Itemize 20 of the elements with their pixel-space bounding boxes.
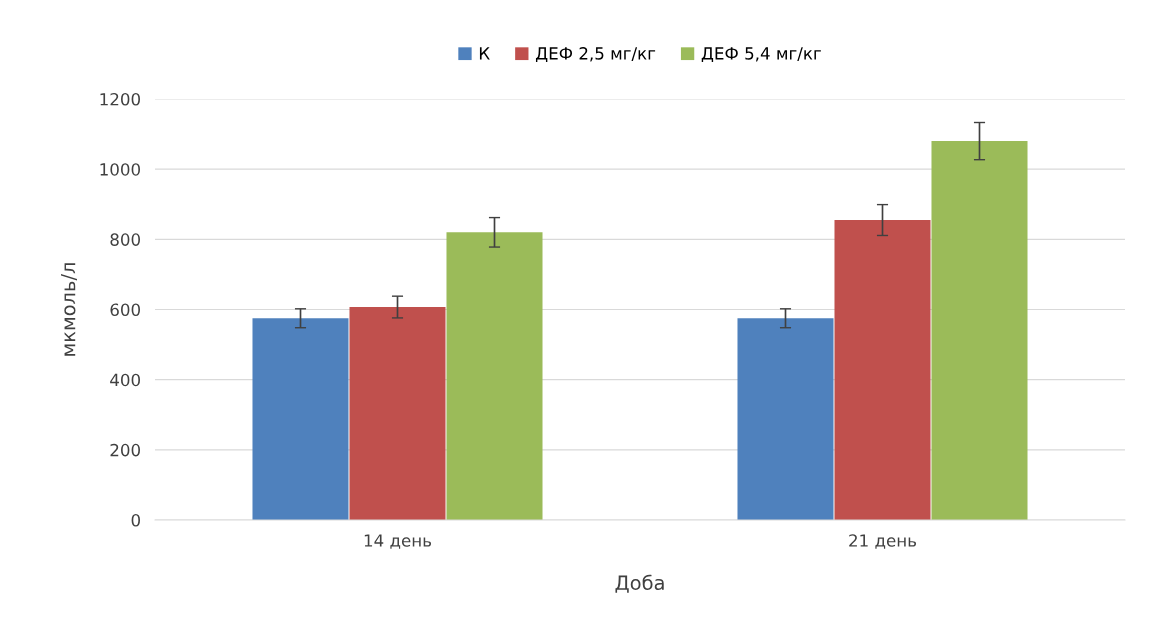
y-tick-label: 400	[110, 373, 140, 387]
y-tick-label: 0	[131, 513, 140, 527]
bar	[737, 318, 834, 520]
x-tick-label: 21 день	[849, 534, 917, 549]
y-tick-label: 1200	[100, 92, 140, 106]
x-axis-title: Доба	[615, 574, 664, 593]
y-axis-title: мкмоль/л	[61, 263, 78, 356]
legend-label: ДЕФ 5,4 мг/кг	[701, 47, 821, 63]
bar	[931, 141, 1028, 520]
bar	[446, 232, 543, 520]
y-tick-label: 1000	[100, 163, 140, 176]
y-tick-label: 600	[110, 303, 140, 317]
y-tick-label: 200	[110, 443, 140, 457]
bar	[252, 318, 349, 520]
y-tick-label: 800	[110, 233, 140, 246]
bar	[834, 220, 931, 520]
legend-label: ДЕФ 2,5 мг/кг	[535, 47, 656, 63]
legend-label: К	[479, 47, 490, 60]
x-tick-label: 14 день	[364, 534, 432, 549]
bar	[349, 307, 446, 520]
